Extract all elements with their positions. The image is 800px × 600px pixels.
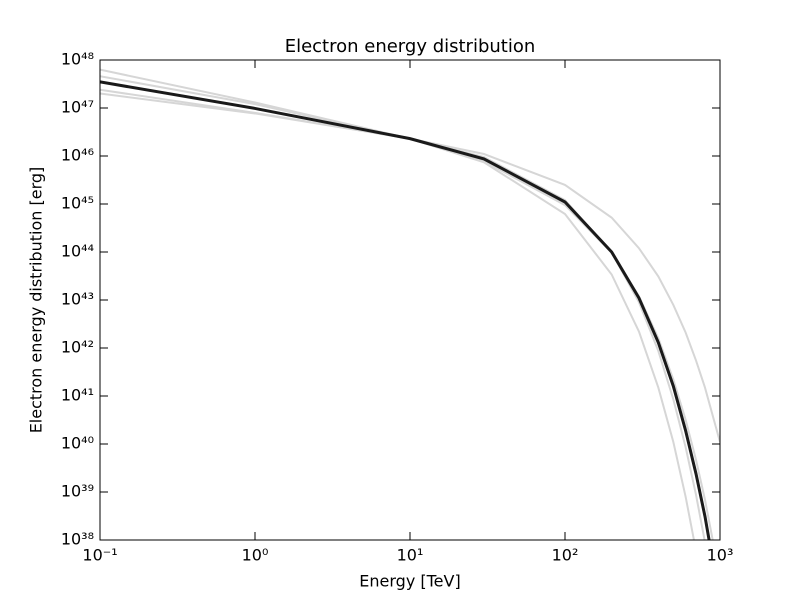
plot-area [100,68,720,540]
line-series [100,88,720,443]
x-tick-label: 10⁻¹ [82,546,117,565]
y-tick-label: 10⁴⁴ [61,242,94,261]
y-tick-label: 10⁴⁸ [61,50,94,69]
line-series [100,75,695,540]
y-axis-label: Electron energy distribution [erg] [27,167,46,434]
y-tick-label: 10³⁸ [61,530,94,549]
line-series [100,92,706,540]
y-tick-label: 10³⁹ [61,482,94,501]
y-tick-label: 10⁴⁵ [61,194,94,213]
x-tick-label: 10¹ [397,546,424,565]
y-tick-label: 10⁴⁷ [61,98,94,117]
y-tick-label: 10⁴⁰ [61,434,94,453]
x-tick-label: 10³ [707,546,734,565]
x-axis-label: Energy [TeV] [359,572,460,591]
y-tick-label: 10⁴³ [61,290,94,309]
y-tick-label: 10⁴¹ [61,386,94,405]
x-tick-label: 10² [552,546,579,565]
plot-frame [99,59,721,541]
chart-title: Electron energy distribution [285,36,536,57]
line-series [100,68,714,540]
y-tick-label: 10⁴² [61,338,94,357]
line-series [100,80,711,540]
y-tick-label: 10⁴⁶ [61,146,94,165]
x-tick-label: 10⁰ [242,546,269,565]
